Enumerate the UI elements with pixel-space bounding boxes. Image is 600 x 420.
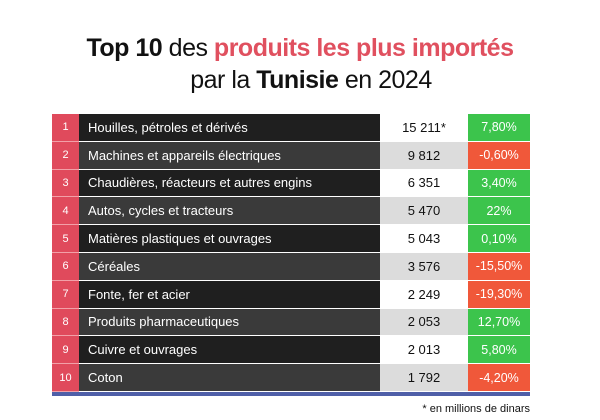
variation-badge: 0,10%	[468, 225, 530, 253]
title-line-1: Top 10 des produits les plus importés	[0, 34, 600, 63]
import-value: 5 043	[380, 225, 468, 253]
import-value: 2 013	[380, 336, 468, 365]
import-value: 9 812	[380, 141, 468, 170]
table-row: 1 Houilles, pétroles et dérivés 15 211* 7,8…	[52, 114, 530, 142]
title-highlight: produits les plus importés	[213, 34, 514, 62]
variation-badge: -0,60%	[468, 141, 530, 170]
product-name: Fonte, fer et acier	[79, 280, 380, 309]
table-row: 2 Machines et appareils électriques 9 812-…	[52, 141, 530, 170]
title-tunisie: Tunisie	[256, 66, 339, 94]
variation-badge: 22%	[468, 197, 530, 226]
rank-cell: 6	[52, 252, 79, 281]
rank-cell: 4	[52, 197, 79, 226]
rank-cell: 3	[52, 169, 79, 198]
table-row: 3 Chaudières, réacteurs et autres engins 6…	[52, 169, 530, 198]
rank-cell: 8	[52, 308, 79, 337]
import-value: 3 576	[380, 252, 468, 281]
product-name: Chaudières, réacteurs et autres engins	[79, 169, 380, 198]
rank-cell: 1	[52, 114, 79, 142]
variation-badge: -15,50%	[468, 252, 530, 281]
import-value: 1 792	[380, 364, 468, 392]
rank-cell: 10	[52, 364, 79, 392]
table-row: 5 Matières plastiques et ouvrages 5 043 0,1…	[52, 225, 530, 253]
variation-badge: -4,20%	[468, 364, 530, 392]
product-name: Matières plastiques et ouvrages	[79, 225, 380, 253]
product-name: Houilles, pétroles et dérivés	[79, 114, 380, 142]
table-bottom-bar	[52, 392, 530, 396]
import-value: 2 053	[380, 308, 468, 337]
imports-table: 1 Houilles, pétroles et dérivés 15 211* 7,8…	[52, 114, 530, 392]
product-name: Coton	[79, 364, 380, 392]
title-line-2: par la Tunisie en 2024	[0, 66, 600, 95]
rank-cell: 2	[52, 141, 79, 170]
variation-badge: 12,70%	[468, 308, 530, 337]
table-row: 4 Autos, cycles et tracteurs 5 470 22%	[52, 197, 530, 226]
footnote: * en millions de dinars	[422, 403, 530, 415]
title-top10: Top 10	[86, 34, 163, 62]
table-row: 8 Produits pharmaceutiques 2 053 12,70%	[52, 308, 530, 337]
variation-badge: 7,80%	[468, 114, 530, 142]
rank-cell: 7	[52, 280, 79, 309]
product-name: Produits pharmaceutiques	[79, 308, 380, 337]
product-name: Céréales	[79, 252, 380, 281]
product-name: Cuivre et ouvrages	[79, 336, 380, 365]
title-des: des	[162, 34, 214, 62]
table-row: 9 Cuivre et ouvrages 2 013 5,80%	[52, 336, 530, 365]
table-row: 7 Fonte, fer et acier 2 249 -19,30%	[52, 280, 530, 309]
import-value: 15 211*	[380, 114, 468, 142]
rank-cell: 9	[52, 336, 79, 365]
import-value: 5 470	[380, 197, 468, 226]
table-row: 10 Coton 1 792 -4,20%	[52, 364, 530, 392]
product-name: Autos, cycles et tracteurs	[79, 197, 380, 226]
variation-badge: 5,80%	[468, 336, 530, 365]
variation-badge: -19,30%	[468, 280, 530, 309]
product-name: Machines et appareils électriques	[79, 141, 380, 170]
title-year: en 2024	[338, 66, 432, 94]
table-row: 6 Céréales 3 576 -15,50%	[52, 252, 530, 281]
rank-cell: 5	[52, 225, 79, 253]
import-value: 6 351	[380, 169, 468, 198]
import-value: 2 249	[380, 280, 468, 309]
title-par-la: par la	[190, 66, 257, 94]
variation-badge: 3,40%	[468, 169, 530, 198]
